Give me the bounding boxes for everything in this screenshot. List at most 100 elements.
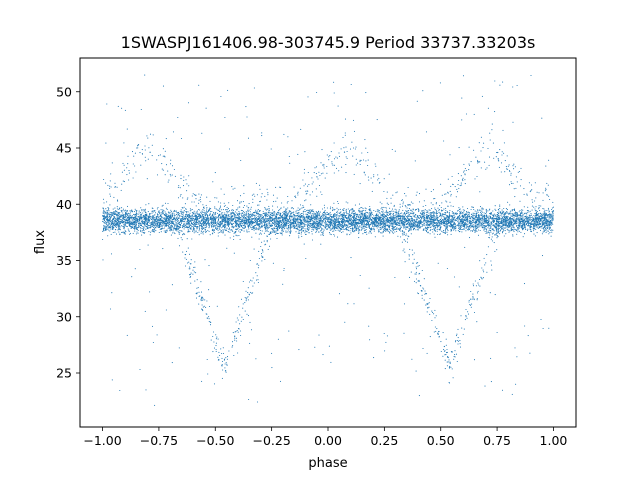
data-point xyxy=(281,202,283,204)
data-point xyxy=(321,149,323,151)
data-point xyxy=(344,211,346,213)
data-point xyxy=(326,165,328,168)
data-point xyxy=(167,202,169,205)
data-point xyxy=(434,230,436,232)
data-point xyxy=(198,208,200,211)
data-point xyxy=(454,356,456,358)
data-point xyxy=(187,102,190,104)
data-point xyxy=(394,150,396,152)
data-point xyxy=(185,221,187,223)
data-point xyxy=(231,218,233,220)
data-point xyxy=(156,224,158,226)
data-point xyxy=(412,215,414,217)
data-point xyxy=(446,231,448,233)
data-point xyxy=(256,401,259,403)
data-point xyxy=(224,226,226,228)
data-point xyxy=(253,87,255,89)
data-point xyxy=(435,217,437,220)
data-point xyxy=(392,229,395,231)
data-point xyxy=(261,260,263,262)
data-point xyxy=(216,209,218,211)
data-point xyxy=(315,231,317,234)
data-point xyxy=(321,222,323,225)
data-point xyxy=(433,198,435,200)
data-point xyxy=(258,204,260,206)
data-point xyxy=(266,227,268,229)
data-point xyxy=(364,222,366,224)
data-point xyxy=(475,228,477,230)
data-point xyxy=(441,214,443,216)
data-point xyxy=(423,299,425,301)
data-point xyxy=(126,205,129,207)
data-point xyxy=(191,221,193,223)
data-point xyxy=(204,212,206,214)
data-point xyxy=(477,209,479,211)
data-point xyxy=(183,228,185,230)
data-point xyxy=(486,224,488,226)
data-point xyxy=(550,224,552,226)
data-point xyxy=(451,368,453,370)
data-point xyxy=(509,211,511,213)
data-point xyxy=(147,137,149,139)
data-point xyxy=(488,164,490,166)
data-point xyxy=(200,300,202,302)
data-point xyxy=(177,215,179,217)
data-point xyxy=(426,225,428,227)
data-point xyxy=(227,215,229,217)
data-point xyxy=(541,255,544,257)
data-point xyxy=(323,229,325,231)
data-point xyxy=(261,230,263,232)
data-point xyxy=(438,219,440,221)
data-point xyxy=(439,228,441,230)
data-point xyxy=(365,208,367,210)
data-point xyxy=(138,212,140,214)
data-point xyxy=(512,225,514,227)
data-point xyxy=(289,228,291,230)
data-point xyxy=(533,233,535,235)
data-point xyxy=(494,111,496,113)
data-point xyxy=(405,240,407,242)
data-point xyxy=(208,227,210,229)
data-point xyxy=(137,232,139,234)
data-point xyxy=(362,216,364,218)
data-point xyxy=(471,213,473,215)
data-point xyxy=(171,362,173,364)
data-point xyxy=(367,159,369,161)
data-point xyxy=(492,228,494,230)
data-point xyxy=(523,188,525,190)
chart-title: 1SWASPJ161406.98-303745.9 Period 33737.3… xyxy=(121,33,536,52)
data-point xyxy=(429,297,431,300)
data-point xyxy=(501,224,504,226)
data-point xyxy=(355,219,357,222)
data-point xyxy=(490,357,492,359)
data-point xyxy=(159,213,161,215)
data-point xyxy=(222,230,224,232)
data-point xyxy=(468,164,471,166)
data-point xyxy=(490,260,492,262)
data-point xyxy=(305,199,307,201)
data-point xyxy=(548,215,550,217)
data-point xyxy=(425,204,427,207)
data-point xyxy=(548,210,551,212)
data-point xyxy=(174,175,176,177)
data-point xyxy=(210,216,212,218)
data-point xyxy=(505,208,507,210)
data-point xyxy=(336,236,339,238)
data-point xyxy=(427,306,429,309)
data-point xyxy=(272,205,274,207)
data-point xyxy=(415,220,418,222)
data-point xyxy=(487,147,489,150)
data-point xyxy=(508,220,510,222)
data-point xyxy=(288,330,290,332)
data-point xyxy=(154,224,156,226)
data-point xyxy=(450,230,452,232)
data-point xyxy=(262,225,264,227)
data-point xyxy=(549,232,551,234)
data-point xyxy=(241,210,243,212)
data-point xyxy=(477,229,480,231)
data-point xyxy=(240,298,243,300)
data-point xyxy=(481,267,483,269)
data-point xyxy=(342,228,344,230)
data-point xyxy=(415,208,418,210)
data-point xyxy=(140,108,142,111)
